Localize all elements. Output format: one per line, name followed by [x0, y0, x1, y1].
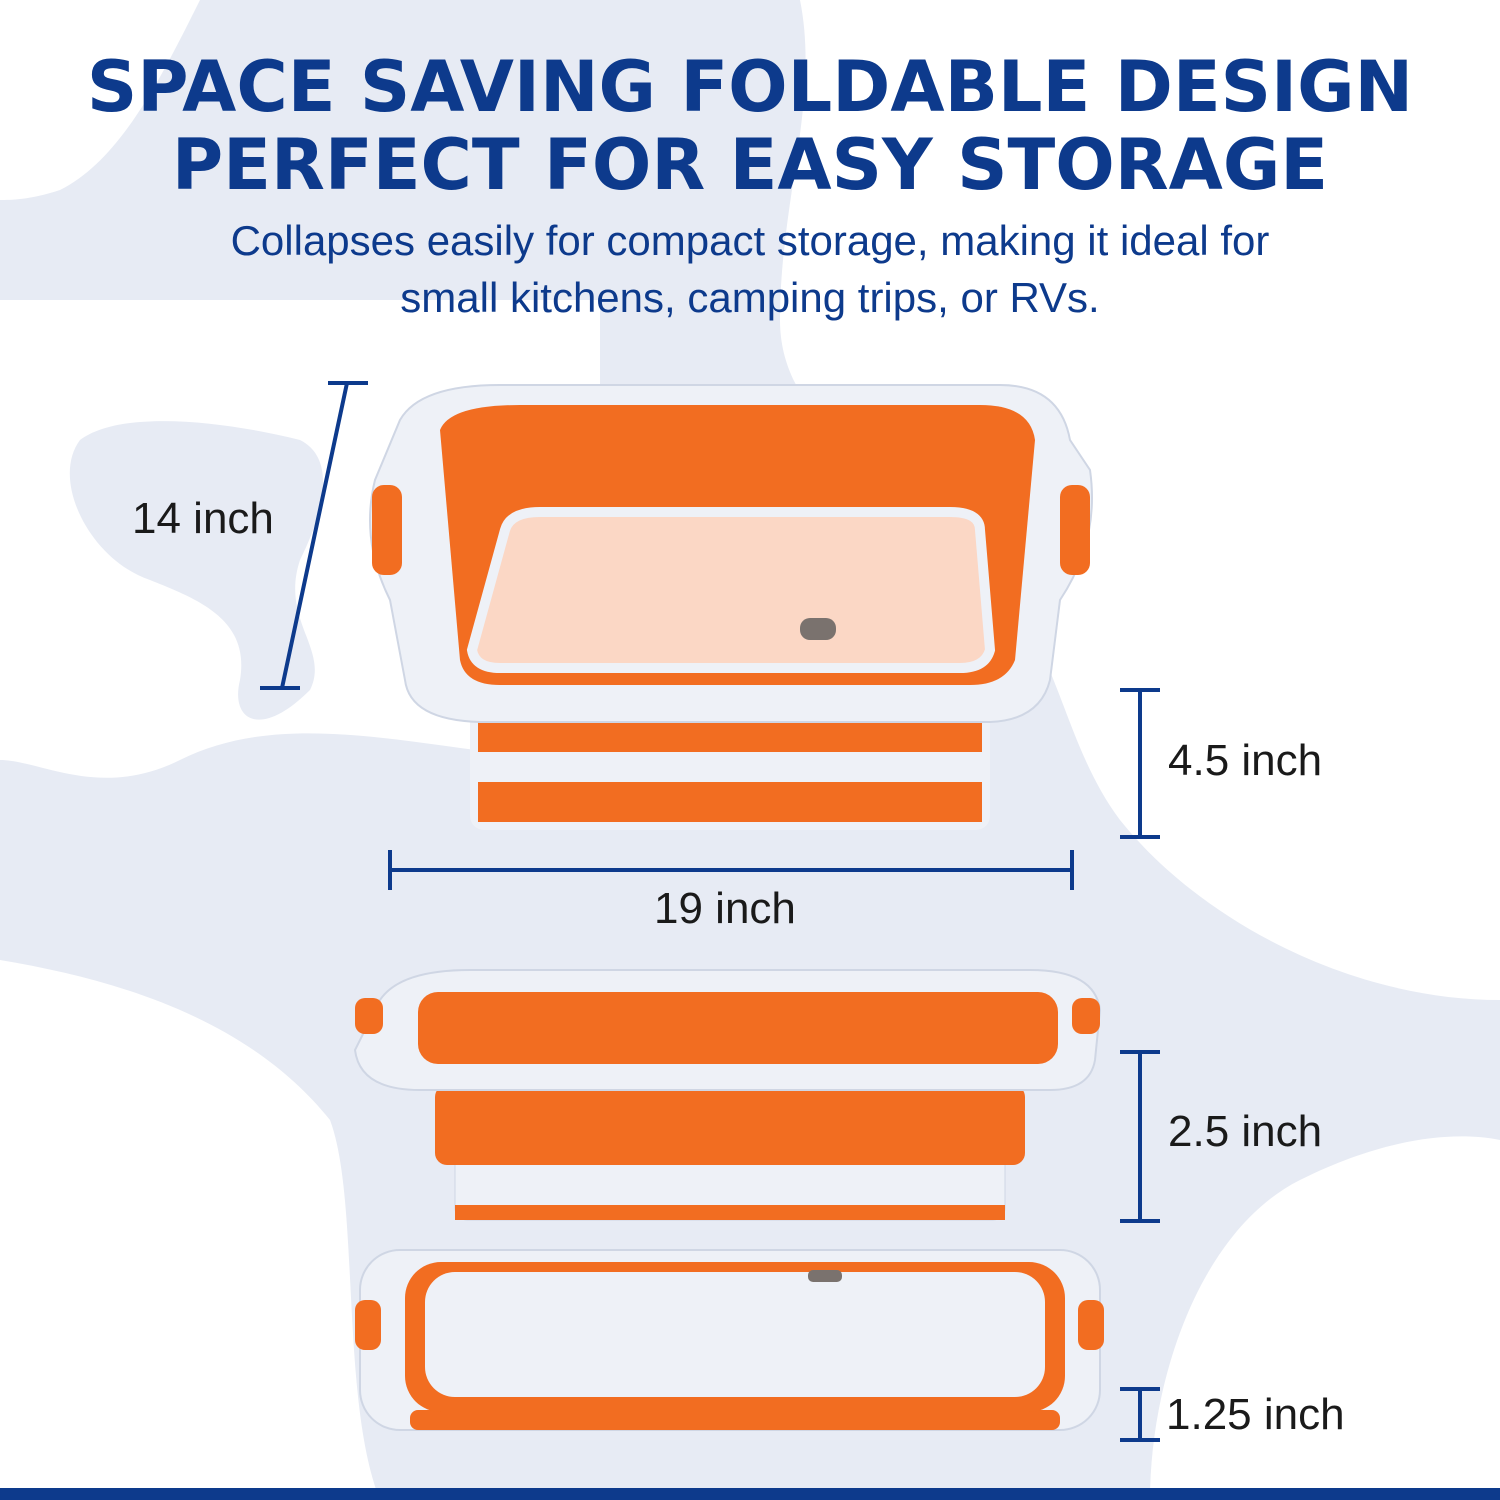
depth-label: 14 inch [132, 494, 274, 543]
height-half-label: 2.5 inch [1168, 1107, 1323, 1156]
height-open-dimension-line [1120, 688, 1160, 839]
subtitle-line-1: Collapses easily for compact storage, ma… [230, 217, 1270, 264]
depth-dimension-line [260, 381, 368, 690]
height-folded-label: 1.25 inch [1166, 1390, 1345, 1439]
width-dimension-line [388, 850, 1074, 890]
width-label: 19 inch [654, 884, 796, 933]
half-folded-basin-image [353, 969, 1102, 1221]
subtitle-line-2: small kitchens, camping trips, or RVs. [400, 274, 1100, 321]
height-open-label: 4.5 inch [1168, 736, 1323, 785]
open-basin-image [369, 384, 1093, 830]
height-half-dimension-line [1120, 1050, 1160, 1223]
dimension-lines [260, 381, 1160, 1442]
folded-board-image [355, 1249, 1104, 1431]
height-folded-dimension-line [1120, 1387, 1160, 1442]
bottom-brand-bar [0, 1488, 1500, 1500]
heading-line-1: SPACE SAVING FOLDABLE DESIGN [86, 46, 1414, 128]
page-heading: SPACE SAVING FOLDABLE DESIGN PERFECT FOR … [0, 48, 1500, 204]
heading-line-2: PERFECT FOR EASY STORAGE [171, 124, 1329, 206]
subtitle: Collapses easily for compact storage, ma… [0, 212, 1500, 326]
